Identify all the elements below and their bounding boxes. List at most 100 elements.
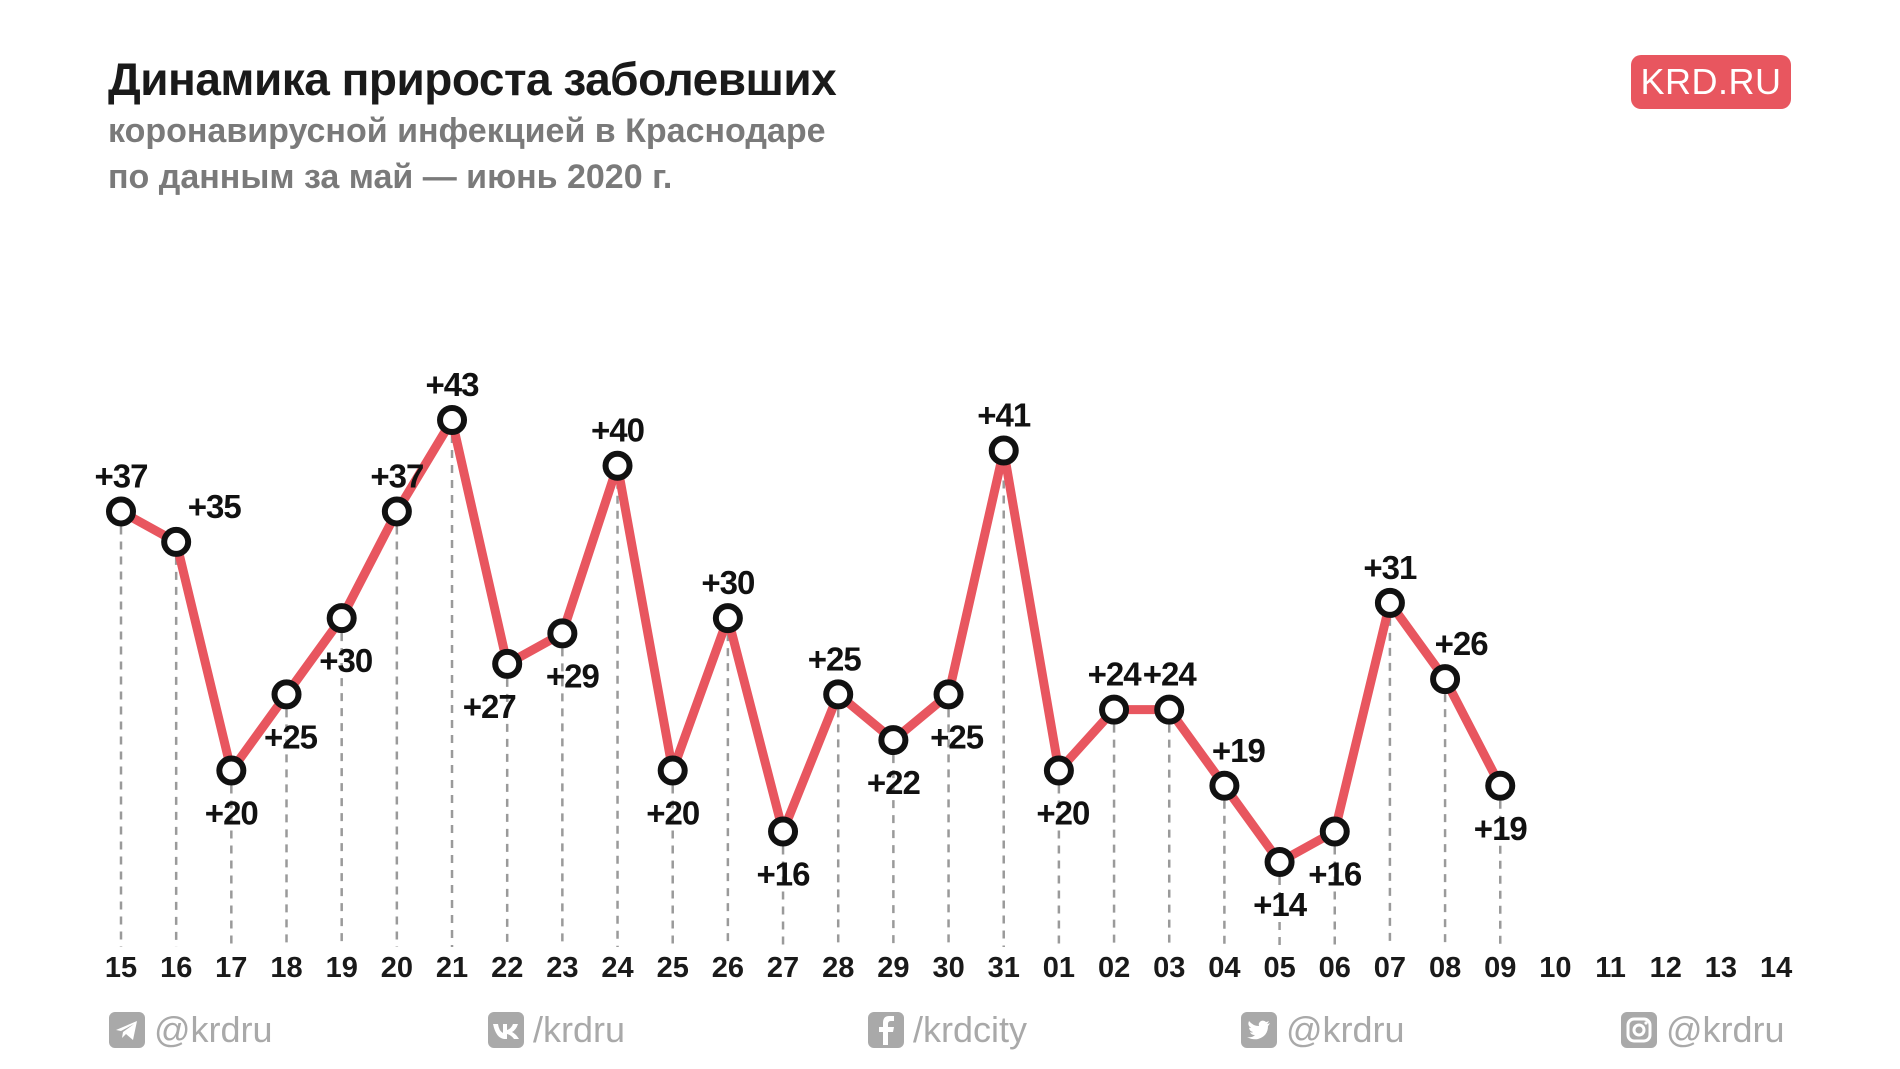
social-footer: @krdru /krdru /krdcity @krdru @krdru	[0, 1005, 1900, 1055]
data-point	[657, 755, 688, 786]
chart-subtitle-line1: коронавирусной инфекцией в Краснодаре	[108, 112, 826, 150]
data-label: +20	[1036, 795, 1089, 832]
x-tick-label: 11	[1595, 952, 1626, 984]
data-label: +24	[1088, 656, 1143, 693]
chart-header: Динамика прироста заболевших коронавирус…	[108, 50, 837, 200]
data-label: +25	[264, 718, 318, 755]
social-handle: /krdru	[533, 1009, 626, 1050]
x-tick-label: 02	[1098, 952, 1130, 984]
x-tick-label: 21	[436, 952, 468, 984]
social-twitter[interactable]: @krdru	[1240, 1005, 1405, 1055]
data-label: +31	[1363, 549, 1417, 586]
data-point	[161, 526, 192, 557]
data-label: +35	[188, 488, 242, 525]
data-label: +37	[95, 457, 148, 494]
brand-logo[interactable]: KRD.RU	[1631, 55, 1791, 109]
x-tick-label: 28	[822, 952, 854, 984]
data-point	[602, 450, 633, 481]
telegram-icon	[109, 1012, 145, 1048]
data-point	[1430, 664, 1461, 695]
social-handle: @krdru	[1286, 1009, 1405, 1050]
social-telegram[interactable]: @krdru	[108, 1005, 273, 1055]
data-label: +24	[1143, 656, 1198, 693]
facebook-icon	[868, 1012, 904, 1048]
x-tick-label: 05	[1263, 952, 1295, 984]
data-label: +20	[205, 795, 258, 832]
x-tick-label: 10	[1539, 952, 1571, 984]
x-tick-label: 31	[988, 952, 1020, 984]
data-label: +16	[757, 856, 811, 893]
social-facebook[interactable]: /krdcity	[867, 1005, 1027, 1055]
x-tick-label: 20	[381, 952, 413, 984]
data-label: +29	[546, 657, 600, 694]
vk-icon	[488, 1012, 524, 1048]
data-point	[381, 496, 412, 527]
x-tick-label: 24	[601, 952, 633, 984]
x-tick-label: 29	[877, 952, 909, 984]
data-point	[1319, 816, 1350, 847]
data-point	[216, 755, 247, 786]
social-vk[interactable]: /krdru	[487, 1005, 625, 1055]
data-label: +37	[370, 457, 423, 494]
x-tick-label: 19	[326, 952, 358, 984]
data-label: +25	[808, 640, 862, 677]
data-label: +43	[426, 366, 480, 403]
chart-subtitle-line2: по данным за май — июнь 2020 г.	[108, 158, 673, 196]
data-label: +41	[977, 397, 1031, 434]
data-label: +26	[1435, 625, 1489, 662]
data-label: +16	[1308, 856, 1362, 893]
x-tick-label: 13	[1705, 952, 1737, 984]
x-tick-label: 06	[1319, 952, 1351, 984]
data-point	[547, 618, 578, 649]
data-label: +14	[1253, 886, 1308, 923]
data-point	[823, 679, 854, 710]
x-tick-label: 22	[491, 952, 523, 984]
x-tick-label: 15	[105, 952, 137, 984]
x-tick-label: 23	[546, 952, 578, 984]
data-label: +19	[1474, 810, 1528, 847]
data-point	[988, 435, 1019, 466]
x-tick-label: 09	[1484, 952, 1516, 984]
data-label: +19	[1212, 732, 1266, 769]
data-point	[1099, 694, 1130, 725]
data-label: +20	[646, 795, 699, 832]
data-label: +25	[930, 718, 984, 755]
x-tick-label: 03	[1153, 952, 1185, 984]
instagram-icon	[1621, 1012, 1657, 1048]
data-point	[271, 679, 302, 710]
x-tick-label: 17	[215, 952, 247, 984]
data-point	[933, 679, 964, 710]
data-point	[326, 603, 357, 634]
social-instagram[interactable]: @krdru	[1620, 1005, 1785, 1055]
data-label: +30	[319, 642, 372, 679]
x-tick-label: 30	[932, 952, 964, 984]
data-label: +22	[867, 764, 921, 801]
data-point	[1485, 770, 1516, 801]
x-tick-label: 26	[712, 952, 744, 984]
data-point	[712, 603, 743, 634]
data-label: +27	[463, 688, 516, 725]
social-handle: /krdcity	[913, 1009, 1028, 1050]
series-line	[116, 415, 1505, 867]
data-point	[768, 816, 799, 847]
x-tick-label: 25	[657, 952, 689, 984]
data-point	[437, 405, 468, 435]
social-handle: @krdru	[1666, 1009, 1785, 1050]
x-tick-label: 01	[1043, 952, 1075, 984]
data-point	[1154, 694, 1185, 725]
chart-title: Динамика прироста заболевших	[108, 53, 837, 105]
x-tick-label: 16	[160, 952, 192, 984]
data-point	[492, 648, 523, 679]
data-point	[1264, 847, 1295, 877]
data-point	[1209, 770, 1240, 801]
data-point	[1043, 755, 1074, 786]
social-handle: @krdru	[154, 1009, 273, 1050]
twitter-icon	[1241, 1012, 1277, 1048]
guide-lines	[119, 420, 1502, 947]
data-label: +40	[591, 412, 644, 449]
data-point	[878, 725, 909, 756]
data-point	[1374, 587, 1405, 618]
data-point	[106, 496, 136, 527]
x-tick-label: 07	[1374, 952, 1406, 984]
